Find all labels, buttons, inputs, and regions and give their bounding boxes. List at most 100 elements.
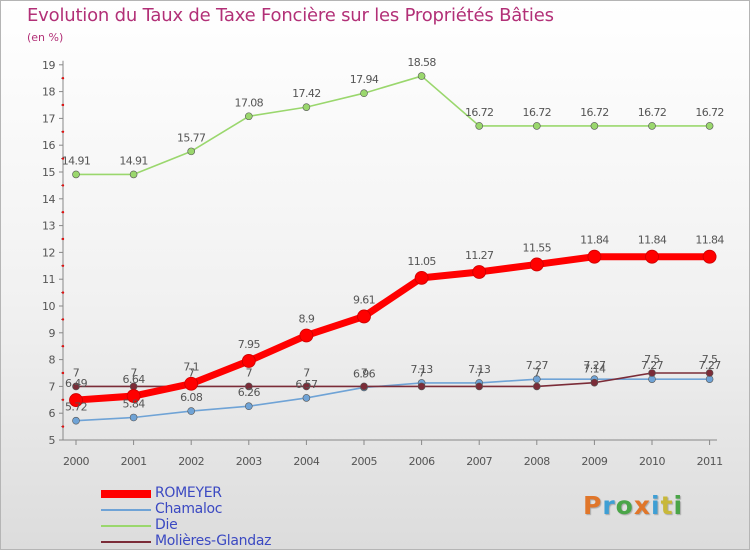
y-tick-label: 11: [42, 273, 55, 286]
data-label: 7: [418, 366, 425, 379]
y-tick-label: 12: [42, 246, 55, 259]
data-point: [475, 122, 484, 130]
y-tick-label: 9: [49, 327, 56, 340]
y-axis-marker: [61, 77, 65, 80]
x-tick-label: 2007: [466, 455, 492, 468]
y-axis-marker: [61, 318, 65, 321]
y-tick-label: 15: [42, 166, 55, 179]
chart-title: Evolution du Taux de Taxe Foncière sur l…: [27, 5, 554, 26]
x-tick-label: 2004: [293, 455, 319, 468]
data-point: [475, 382, 484, 391]
data-point: [705, 122, 714, 130]
proxiti-logo: Proxiti: [583, 491, 683, 520]
data-label: 7.27: [641, 359, 664, 372]
data-label: 14.91: [62, 154, 91, 167]
data-point: [72, 416, 80, 425]
data-label: 16.72: [580, 106, 609, 119]
data-label: 7: [361, 366, 368, 379]
data-point: [72, 382, 80, 391]
data-label: 11.84: [638, 234, 667, 247]
logo-letter: P: [583, 491, 603, 520]
data-label: 8.9: [299, 312, 315, 325]
data-label: 18.58: [407, 56, 436, 69]
data-point: [590, 122, 599, 130]
x-tick-label: 2000: [63, 455, 89, 468]
data-point: [357, 309, 371, 324]
data-point: [302, 394, 311, 402]
data-label: 7: [476, 366, 483, 379]
data-label: 11.84: [695, 234, 724, 247]
legend-label: Die: [155, 517, 178, 533]
x-tick-label: 2011: [697, 455, 723, 468]
data-point: [299, 328, 314, 343]
x-tick-label: 2006: [409, 455, 435, 468]
data-point: [532, 122, 541, 130]
y-axis-marker: [61, 211, 65, 214]
data-point: [417, 72, 426, 80]
x-tick-label: 2005: [351, 455, 377, 468]
y-axis-marker: [61, 237, 65, 241]
unit-label: (en %): [27, 31, 64, 44]
y-tick-label: 19: [42, 59, 55, 72]
data-label: 11.84: [580, 234, 609, 247]
y-axis-marker: [61, 184, 65, 187]
data-label: 17.94: [350, 73, 379, 86]
data-label: 11.27: [465, 249, 494, 262]
data-label: 6.49: [65, 377, 88, 390]
data-label: 7.1: [183, 361, 199, 374]
data-point: [702, 249, 717, 264]
data-label: 16.72: [638, 106, 667, 119]
data-point: [129, 170, 138, 179]
data-point: [587, 249, 602, 264]
data-label: 7.13: [411, 363, 434, 376]
y-axis-marker: [61, 157, 65, 160]
data-point: [590, 378, 599, 387]
x-tick-label: 2003: [236, 455, 262, 468]
data-label: 16.72: [695, 106, 724, 119]
data-label: 16.72: [465, 106, 494, 119]
data-label: 17.08: [235, 96, 264, 109]
data-label: 15.77: [177, 131, 206, 144]
data-label: 7: [246, 366, 253, 379]
series-line: [76, 372, 710, 388]
logo-letter: r: [602, 491, 616, 520]
x-tick-label: 2001: [121, 455, 147, 468]
data-point: [72, 170, 80, 179]
y-axis-marker: [61, 264, 65, 267]
data-label: 6.96: [353, 367, 376, 380]
y-tick-label: 18: [42, 86, 55, 99]
data-point: [187, 407, 195, 415]
y-axis-marker: [61, 291, 65, 294]
data-point: [414, 270, 429, 285]
data-point: [648, 369, 656, 377]
data-point: [645, 249, 659, 264]
data-label: 7.13: [468, 363, 491, 376]
data-point: [69, 393, 83, 407]
data-label: 7.95: [238, 338, 261, 351]
data-label: 11.05: [407, 255, 436, 268]
y-axis-marker: [61, 398, 65, 401]
legend-label: Chamaloc: [155, 501, 223, 517]
legend-label: ROMEYER: [155, 485, 222, 501]
data-label: 7: [534, 366, 541, 379]
logo-letter: t: [660, 491, 674, 520]
data-point: [245, 112, 253, 121]
y-axis-marker: [61, 103, 65, 107]
data-label: 6.64: [123, 373, 146, 386]
logo-letter: i: [651, 491, 661, 520]
data-point: [129, 413, 138, 422]
data-label: 5.84: [123, 397, 146, 410]
x-tick-label: 2009: [581, 455, 607, 468]
data-label: 7.27: [583, 359, 606, 372]
data-point: [187, 147, 195, 156]
y-tick-label: 16: [42, 139, 55, 152]
data-label: 6.26: [238, 386, 261, 399]
legend-swatch: [101, 509, 151, 511]
x-tick-label: 2008: [524, 455, 550, 468]
legend-swatch: [101, 525, 151, 527]
series-line: [75, 378, 710, 422]
data-label: 6.08: [180, 391, 203, 404]
data-point: [245, 382, 253, 391]
